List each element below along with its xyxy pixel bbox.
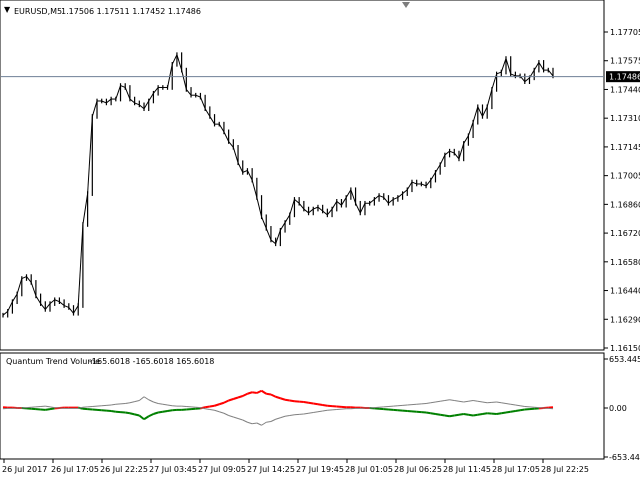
price-tick-label: 1.17005 (610, 172, 640, 181)
bear-volume-segment (158, 412, 163, 413)
bear-volume-segment (45, 409, 50, 410)
indicator-tick-top: 653.4459 (609, 355, 640, 364)
price-tick-label: 1.16440 (610, 287, 640, 296)
time-tick-label: 26 Jul 22:25 (100, 465, 148, 474)
indicator-pane-frame (0, 353, 604, 459)
bear-volume-segment (163, 411, 168, 412)
ohlc-readout: 1.17506 1.17511 1.17452 1.17486 (61, 7, 201, 16)
bull-volume-segment (323, 405, 328, 406)
bear-volume-segment (501, 412, 506, 413)
price-tick-label: 1.17705 (610, 28, 640, 37)
bull-volume-segment (205, 407, 210, 408)
bull-volume-segment (318, 404, 323, 405)
bear-volume-segment (168, 410, 173, 411)
bull-volume-segment (252, 392, 257, 393)
bear-volume-segment (520, 409, 525, 410)
indicator-tick-zero: 0.00 (609, 404, 627, 413)
bear-volume-segment (482, 413, 487, 414)
price-tick-label: 1.17145 (610, 143, 640, 152)
bear-volume-segment (454, 415, 459, 416)
bear-volume-segment (440, 415, 445, 416)
price-tick-label: 1.17440 (610, 85, 640, 94)
indicator-title: Quantum Trend Volume (6, 357, 100, 366)
price-tick-label: 1.16150 (610, 344, 640, 353)
bear-volume-segment (511, 411, 516, 412)
time-tick-label: 28 Jul 06:25 (394, 465, 442, 474)
time-tick-label: 28 Jul 22:25 (541, 465, 589, 474)
indicator-axis[interactable]: 653.4459 0.00 -653.4459 (604, 355, 640, 462)
time-tick-label: 27 Jul 03:45 (149, 465, 197, 474)
bull-volume-segment (285, 400, 290, 401)
bull-volume-segment (313, 404, 318, 405)
bull-volume-segment (210, 406, 215, 407)
bear-volume-segment (515, 410, 520, 411)
bear-volume-segment (435, 414, 440, 415)
indicator-tick-bottom: -653.4459 (609, 453, 640, 462)
time-tick-label: 28 Jul 11:45 (443, 465, 491, 474)
bear-volume-segment (111, 411, 116, 412)
time-tick-label: 27 Jul 19:45 (296, 465, 344, 474)
price-tick-label: 1.16860 (610, 200, 640, 209)
time-tick-label: 26 Jul 17:05 (51, 465, 99, 474)
bear-volume-segment (135, 414, 140, 415)
bear-volume-segment (130, 413, 135, 414)
bear-volume-segment (464, 414, 469, 415)
time-tick-label: 28 Jul 01:05 (345, 465, 393, 474)
indicator-values: -165.6018 -165.6018 165.6018 (89, 357, 214, 366)
price-tick-label: 1.16720 (610, 229, 640, 238)
bear-volume-segment (445, 415, 450, 416)
time-tick-label: 28 Jul 17:05 (492, 465, 540, 474)
bear-volume-segment (459, 414, 464, 415)
bull-volume-segment (309, 403, 314, 404)
bull-volume-segment (290, 401, 295, 402)
symbol-menu-arrow-icon[interactable]: ▼ (4, 5, 11, 14)
bear-volume-segment (506, 412, 511, 413)
current-price-label: 1.17486 (609, 73, 640, 82)
bull-volume-segment (266, 394, 271, 395)
bear-volume-segment (473, 415, 478, 416)
bear-volume-segment (125, 412, 130, 413)
bear-volume-segment (50, 408, 55, 409)
bear-volume-segment (497, 413, 502, 414)
bear-volume-segment (450, 415, 455, 416)
bear-volume-segment (426, 412, 431, 413)
time-tick-label: 27 Jul 14:25 (247, 465, 295, 474)
bear-volume-segment (478, 414, 483, 415)
price-tick-label: 1.17310 (610, 114, 640, 123)
price-tick-label: 1.16290 (610, 315, 640, 324)
time-tick-label: 26 Jul 2017 (2, 465, 47, 474)
bear-volume-segment (468, 415, 473, 416)
symbol-title: EURUSD,M5 (14, 7, 62, 16)
price-tick-label: 1.16580 (610, 258, 640, 267)
price-tick-label: 1.17575 (610, 57, 640, 66)
price-pane-frame (0, 0, 604, 350)
bear-volume-segment (431, 413, 436, 414)
bull-volume-segment (304, 402, 309, 403)
time-tick-label: 27 Jul 09:05 (198, 465, 246, 474)
